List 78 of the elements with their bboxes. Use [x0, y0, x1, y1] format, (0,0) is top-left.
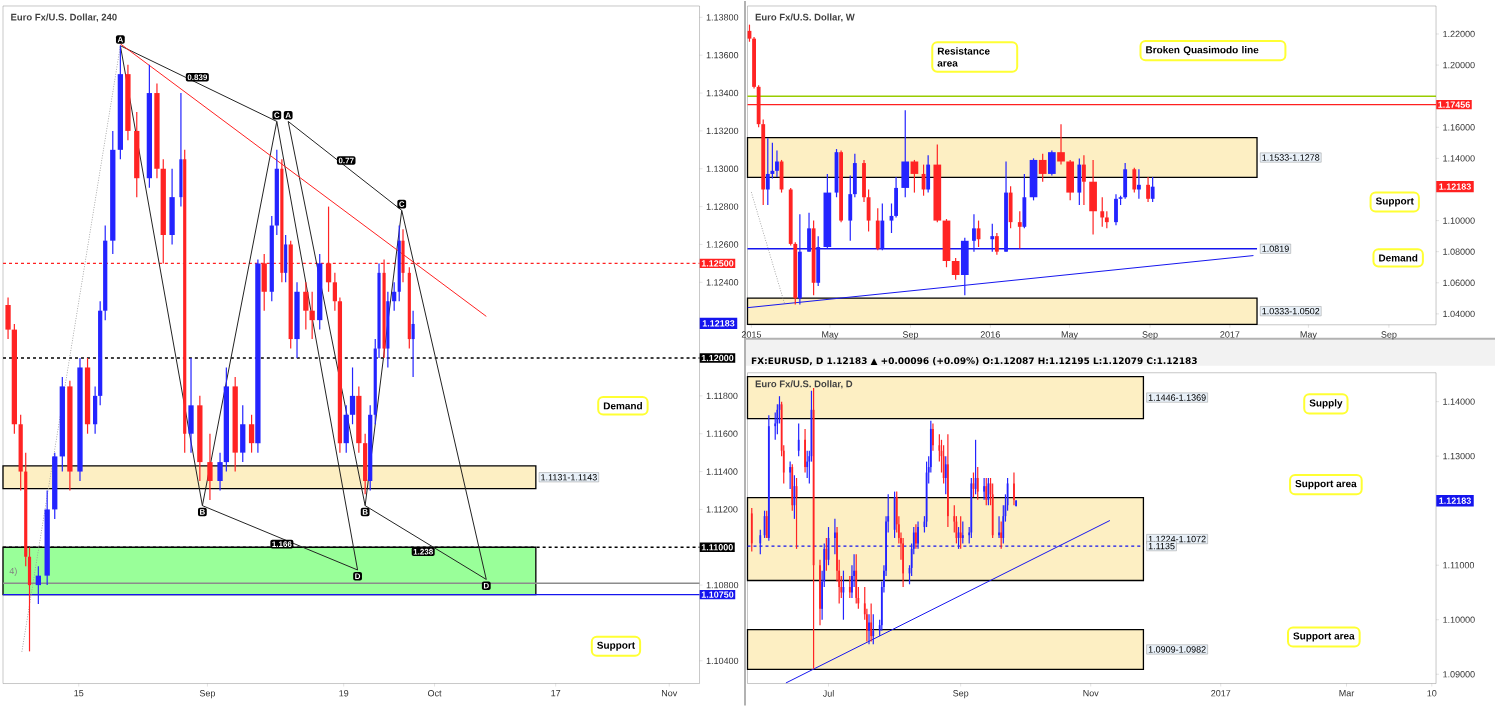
ref-line-label: 1.17456 [1438, 101, 1470, 109]
y-tick-label: 1.13600 [706, 52, 739, 59]
y-tick-label: 1.11800 [706, 392, 738, 400]
x-tick-label: 10 [1427, 690, 1437, 697]
x-tick-label: Sep [1381, 331, 1397, 340]
x-tick-label: 2016 [980, 331, 1000, 338]
y-tick-label: 1.10000 [1443, 616, 1475, 624]
x-tick-label: May [822, 331, 839, 340]
x-tick-label: Jul [822, 690, 834, 697]
x-tick-label: 2015 [741, 331, 762, 338]
y-tick-label: 1.16000 [1443, 124, 1475, 131]
x-tick-label: 19 [339, 690, 349, 697]
y-tick-label: 1.11200 [706, 506, 738, 513]
y-tick-label: 1.12600 [706, 241, 739, 248]
band-label: 1.0909-1.0982 [1148, 646, 1206, 653]
annotation: 1.12183 [702, 320, 735, 327]
ref-line-label: 1.11000 [701, 544, 733, 551]
text: Euro Fx/U.S. Dollar, W [755, 13, 855, 23]
annotation: 1.12183 [1439, 497, 1471, 505]
y-tick-label: 1.08000 [1443, 248, 1475, 256]
text: Euro Fx/U.S. Dollar, D [755, 380, 853, 389]
annotation: Demand [1379, 254, 1418, 262]
y-tick-label: 1.11400 [706, 468, 738, 475]
annotation: Broken Quasimodo line [1146, 46, 1259, 56]
y-tick-label: 1.14000 [1443, 155, 1475, 162]
y-tick-label: 1.06000 [1443, 279, 1475, 287]
y-tick-label: 1.20000 [1443, 62, 1475, 69]
ref-line-label: 1.0819 [1262, 245, 1289, 253]
x-tick-label: Sep [1142, 331, 1158, 340]
chart-subtitle: FX:EURUSD, D 1.12183 ▲ +0.00096 (+0.09%) O:1.12087 H:1.12195 L:1.12079 C:1.12183 [751, 357, 1197, 366]
band-label: 1.1446-1.1369 [1148, 394, 1206, 401]
annotation: Resistance area [937, 47, 990, 67]
x-tick-label: Sep [953, 690, 969, 699]
x-tick-label: Oct [427, 690, 442, 697]
x-tick-label: 17 [551, 690, 561, 697]
annotation: Demand [603, 402, 642, 410]
band-label: 1.0333-1.0502 [1262, 308, 1320, 315]
annotation: 4) [9, 567, 17, 577]
x-tick-label: May [1300, 331, 1317, 340]
x-tick-label: Nov [1083, 690, 1099, 697]
x-tick-label: 2017 [1220, 331, 1240, 338]
x-tick-label: Sep [902, 331, 919, 340]
band-label: 1.1224-1.1072 [1148, 536, 1206, 543]
y-tick-label: 1.14000 [1443, 398, 1475, 406]
y-tick-label: 1.10000 [1443, 217, 1475, 225]
band-label: 1.1533-1.1278 [1262, 154, 1320, 161]
y-tick-label: 1.12800 [706, 203, 739, 211]
band-label: 1.1131-1.1143 [541, 474, 597, 481]
y-tick-label: 1.11000 [1443, 562, 1475, 569]
x-tick-label: Mar [1339, 690, 1355, 697]
ref-line-label: 1.12000 [701, 355, 734, 362]
y-tick-label: 1.13400 [706, 90, 739, 97]
ref-line-label: 1.12500 [701, 260, 734, 267]
x-tick-label: Nov [661, 690, 678, 697]
x-tick-label: 2017 [1211, 690, 1231, 697]
y-tick-label: 1.22000 [1443, 31, 1475, 38]
y-tick-label: 1.13800 [706, 14, 739, 21]
x-tick-label: Sep [199, 690, 216, 699]
y-tick-label: 1.09000 [1443, 671, 1475, 678]
annotation: Support area [1293, 632, 1355, 642]
y-tick-label: 1.10400 [706, 657, 739, 665]
y-tick-label: 1.12400 [706, 279, 739, 286]
annotation: Supply [1309, 399, 1343, 409]
y-tick-label: 1.13200 [706, 127, 739, 135]
annotation: Support area [1295, 480, 1357, 490]
y-tick-label: 1.10800 [706, 582, 739, 589]
annotation: Support [597, 641, 635, 652]
ref-line-label: 1.1135 [1148, 543, 1175, 550]
annotation: 1.12183 [1439, 183, 1471, 191]
x-tick-label: 15 [74, 690, 84, 697]
x-tick-label: May [1061, 331, 1078, 340]
y-tick-label: 1.04000 [1443, 310, 1475, 318]
y-tick-label: 1.11600 [706, 430, 738, 438]
y-tick-label: 1.13000 [706, 165, 739, 173]
y-tick-label: 1.13000 [1443, 453, 1475, 460]
annotation: Support [1375, 197, 1414, 207]
text: Euro Fx/U.S. Dollar, 240 [11, 13, 117, 23]
ref-line-label: 1.10750 [701, 591, 734, 598]
